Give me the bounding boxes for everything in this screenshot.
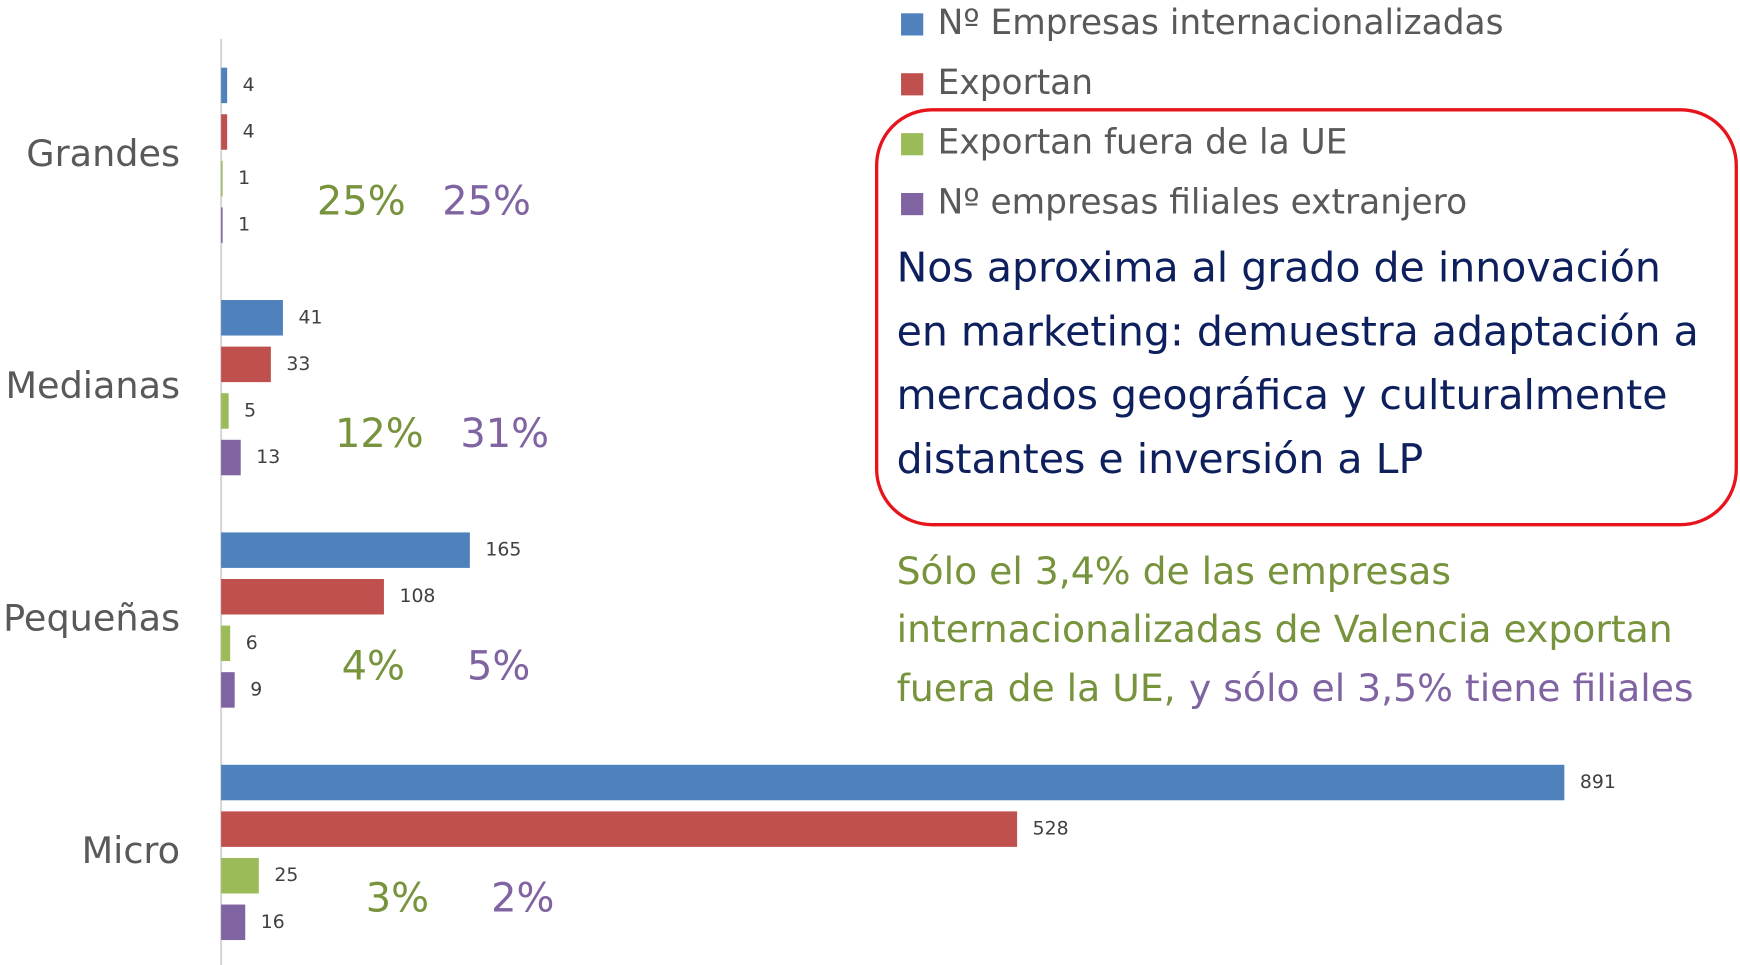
value-label: 9 [250, 679, 262, 700]
note-text: Nos aproxima al grado de innovación [897, 244, 1661, 292]
legend-label: Exportan [938, 63, 1093, 103]
bar [221, 625, 231, 662]
bar [221, 346, 271, 383]
bar [221, 764, 1565, 801]
annotation: 31% [460, 411, 549, 457]
legend-swatch [901, 73, 924, 96]
bar [221, 393, 229, 429]
annotation: 2% [491, 876, 554, 922]
bar [221, 857, 259, 894]
note-text: en marketing: demuestra adaptación a [897, 307, 1699, 355]
annotation: 12% [335, 411, 424, 457]
value-label: 4 [243, 75, 255, 96]
bar [221, 114, 228, 150]
bar [221, 160, 223, 197]
category-label: Pequeñas [3, 597, 180, 640]
legend-label: Nº empresas filiales extranjero [938, 183, 1467, 223]
footnote-text: Sólo el 3,4% de las empresas [897, 549, 1451, 593]
note-text: distantes e inversión a LP [897, 435, 1424, 483]
bar [221, 300, 283, 336]
note-text: mercados geográfica y culturalmente [897, 371, 1668, 419]
bar [221, 904, 246, 941]
value-label: 25 [274, 865, 298, 886]
bar [221, 67, 228, 104]
value-label: 1 [238, 168, 250, 189]
bar [221, 532, 470, 568]
value-label: 33 [286, 354, 310, 375]
value-label: 5 [244, 400, 256, 421]
value-label: 16 [261, 912, 285, 933]
footnote-text: fuera de la UE, y sólo el 3,5% tiene fili… [897, 665, 1694, 709]
bar [221, 207, 223, 243]
bar [221, 811, 1018, 847]
footnote-part: y sólo el 3,5% tiene filiales [1189, 665, 1694, 709]
footnote-part: fuera de la UE, [897, 665, 1176, 709]
value-label: 165 [485, 540, 521, 561]
value-label: 108 [399, 586, 435, 607]
value-label: 1 [238, 215, 250, 236]
bar [221, 672, 235, 708]
annotation: 3% [366, 876, 429, 922]
annotation: 4% [342, 643, 405, 689]
annotation: 25% [317, 179, 406, 225]
legend-swatch [901, 13, 924, 36]
category-label: Medianas [5, 364, 180, 407]
legend-label: Exportan fuera de la UE [938, 123, 1348, 163]
category-label: Micro [82, 829, 181, 872]
note-box [874, 108, 1738, 527]
legend-swatch [901, 193, 924, 216]
value-label: 891 [1580, 772, 1616, 793]
annotation: 25% [442, 179, 531, 225]
legend-swatch [901, 133, 924, 156]
value-label: 13 [256, 447, 280, 468]
legend-label: Nº Empresas internacionalizadas [938, 3, 1504, 43]
annotation: 5% [467, 643, 530, 689]
value-label: 6 [246, 633, 258, 654]
value-label: 4 [243, 121, 255, 142]
footnote-text: internacionalizadas de Valencia exportan [897, 607, 1673, 651]
bar [221, 439, 241, 476]
value-label: 528 [1033, 819, 1069, 840]
value-label: 41 [298, 307, 322, 328]
category-label: Grandes [26, 132, 180, 175]
bar [221, 579, 384, 615]
